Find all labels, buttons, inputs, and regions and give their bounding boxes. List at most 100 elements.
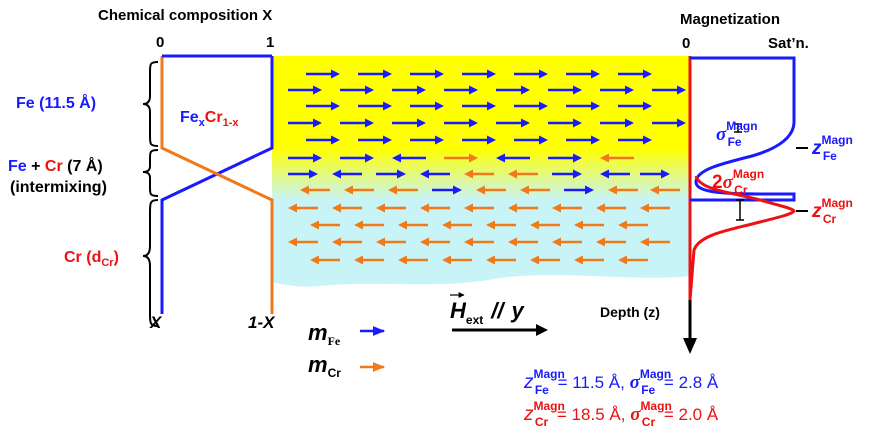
fe-moment-arrowhead xyxy=(487,135,496,145)
field-label: Hext//y xyxy=(450,298,525,327)
fe-moment-arrowhead xyxy=(332,169,341,179)
cr-moment-arrowhead xyxy=(640,203,649,213)
fe-moment-arrowhead xyxy=(417,118,426,128)
fe-moment-arrowhead xyxy=(585,185,594,195)
cr-moment-arrowhead xyxy=(508,237,517,247)
cr-moment-arrowhead xyxy=(376,237,385,247)
cr-layer-label: Cr (dCr) xyxy=(64,249,119,269)
cr-moment-arrowhead xyxy=(464,203,473,213)
two-sigma-cr-label: 2σMagn Cr xyxy=(712,167,764,197)
fe-moment-arrowhead xyxy=(643,69,652,79)
fe-layer-label: Fe (11.5 Å) xyxy=(16,93,96,112)
z-fe-label: zMagn Fe xyxy=(811,133,853,163)
fe-composition-curve xyxy=(160,56,274,314)
cr-moment-arrowhead xyxy=(530,255,539,265)
cr-layer-band xyxy=(272,200,690,287)
fe-moment-arrowhead xyxy=(643,101,652,111)
fe-moment-arrowhead xyxy=(643,135,652,145)
brace-cr xyxy=(142,199,159,327)
fe-moment-arrowhead xyxy=(591,101,600,111)
cr-moment-arrowhead xyxy=(288,203,297,213)
fe-moment-arrowhead xyxy=(392,153,401,163)
cr-moment-arrowhead xyxy=(310,220,319,230)
fe-moment-arrowhead xyxy=(331,135,340,145)
equation-line: zMagn Cr = 18.5 Å, σMagn Cr = 2.0 Å xyxy=(523,399,719,429)
legend-m-cr: mCr xyxy=(308,352,341,380)
cr-moment-arrowhead xyxy=(469,153,478,163)
fe-moment-arrowhead xyxy=(435,69,444,79)
cr-moment-arrowhead xyxy=(486,255,495,265)
fe-moment-arrowhead xyxy=(496,153,505,163)
cr-moment-arrowhead xyxy=(650,185,659,195)
composition-axis-one: 1 xyxy=(266,34,274,51)
fe-moment-arrowhead xyxy=(661,169,670,179)
cr-moment-arrowhead xyxy=(288,237,297,247)
fe-moment-arrowhead xyxy=(383,101,392,111)
equation-line: zMagn Fe = 11.5 Å, σMagn Fe = 2.8 Å xyxy=(523,367,719,397)
cr-moment-arrowhead xyxy=(344,185,353,195)
depth-label: Depth (z) xyxy=(600,304,660,320)
fe-moment-arrowhead xyxy=(420,169,429,179)
z-cr-label: zMagn Cr xyxy=(811,196,853,226)
label-x: X xyxy=(149,313,163,332)
cr-moment-arrowhead xyxy=(600,153,609,163)
cr-moment-arrowhead xyxy=(618,220,627,230)
cr-moment-arrowhead xyxy=(398,220,407,230)
intermix-note: (intermixing) xyxy=(10,179,107,196)
fe-moment-arrowhead xyxy=(365,153,374,163)
cr-moment-arrowhead xyxy=(640,237,649,247)
fe-moment-arrowhead xyxy=(591,69,600,79)
cr-moment-arrowhead xyxy=(376,203,385,213)
cr-moment-arrowhead xyxy=(354,255,363,265)
fe-moment-arrowhead xyxy=(435,101,444,111)
cr-moment-arrowhead xyxy=(508,203,517,213)
cr-moment-arrowhead xyxy=(552,203,561,213)
cr-moment-arrowhead xyxy=(442,255,451,265)
cr-moment-arrowhead xyxy=(332,237,341,247)
cr-moment-arrowhead xyxy=(618,255,627,265)
fe-layer-band xyxy=(272,56,690,148)
fe-moment-arrowhead xyxy=(573,169,582,179)
fe-moment-arrowhead xyxy=(539,101,548,111)
depth-arrow-head xyxy=(683,338,697,354)
cr-moment-arrowhead xyxy=(476,185,485,195)
fe-moment-arrowhead xyxy=(453,185,462,195)
fe-moment-arrowhead xyxy=(383,69,392,79)
fe-moment-arrowhead xyxy=(521,85,530,95)
fe-moment-arrowhead xyxy=(331,69,340,79)
cr-moment-arrowhead xyxy=(420,237,429,247)
cr-composition-curve xyxy=(160,56,274,314)
fe-moment-arrowhead xyxy=(469,85,478,95)
sigma-cr-marker xyxy=(736,199,744,221)
cr-moment-arrowhead xyxy=(354,220,363,230)
magnetization-axis-sat: Sat’n. xyxy=(768,35,809,52)
cr-moment-arrowhead xyxy=(574,255,583,265)
fe-moment-arrowhead xyxy=(573,153,582,163)
fe-moment-arrowhead xyxy=(469,118,478,128)
label-one-minus-x: 1-X xyxy=(248,313,276,332)
brace-intermix xyxy=(142,149,159,197)
cr-moment-arrowhead xyxy=(398,255,407,265)
cr-moment-arrowhead xyxy=(608,185,617,195)
fe-moment-arrowhead xyxy=(309,169,318,179)
magnetization-header: Magnetization xyxy=(680,11,780,28)
fe-moment-arrowhead xyxy=(600,169,609,179)
cr-moment-arrowhead xyxy=(420,203,429,213)
intermix-layer-label: Fe + Cr (7 Å) xyxy=(8,156,103,175)
cr-moment-arrowhead xyxy=(596,203,605,213)
cr-moment-arrowhead xyxy=(442,220,451,230)
composition-header: Chemical composition X xyxy=(98,7,272,24)
sigma-fe-marker xyxy=(734,123,742,133)
cr-moment-arrowhead xyxy=(388,185,397,195)
fe-moment-arrowhead xyxy=(591,135,600,145)
cr-moment-arrowhead xyxy=(508,169,517,179)
fe-moment-arrowhead xyxy=(331,101,340,111)
cr-moment-arrowhead xyxy=(464,237,473,247)
fe-moment-arrowhead xyxy=(365,118,374,128)
fe-moment-arrowhead xyxy=(677,118,686,128)
brace-fe xyxy=(142,61,159,147)
sigma-fe-label: σMagn Fe xyxy=(716,119,758,149)
cr-moment-arrowhead xyxy=(520,185,529,195)
fe-moment-arrowhead xyxy=(573,118,582,128)
